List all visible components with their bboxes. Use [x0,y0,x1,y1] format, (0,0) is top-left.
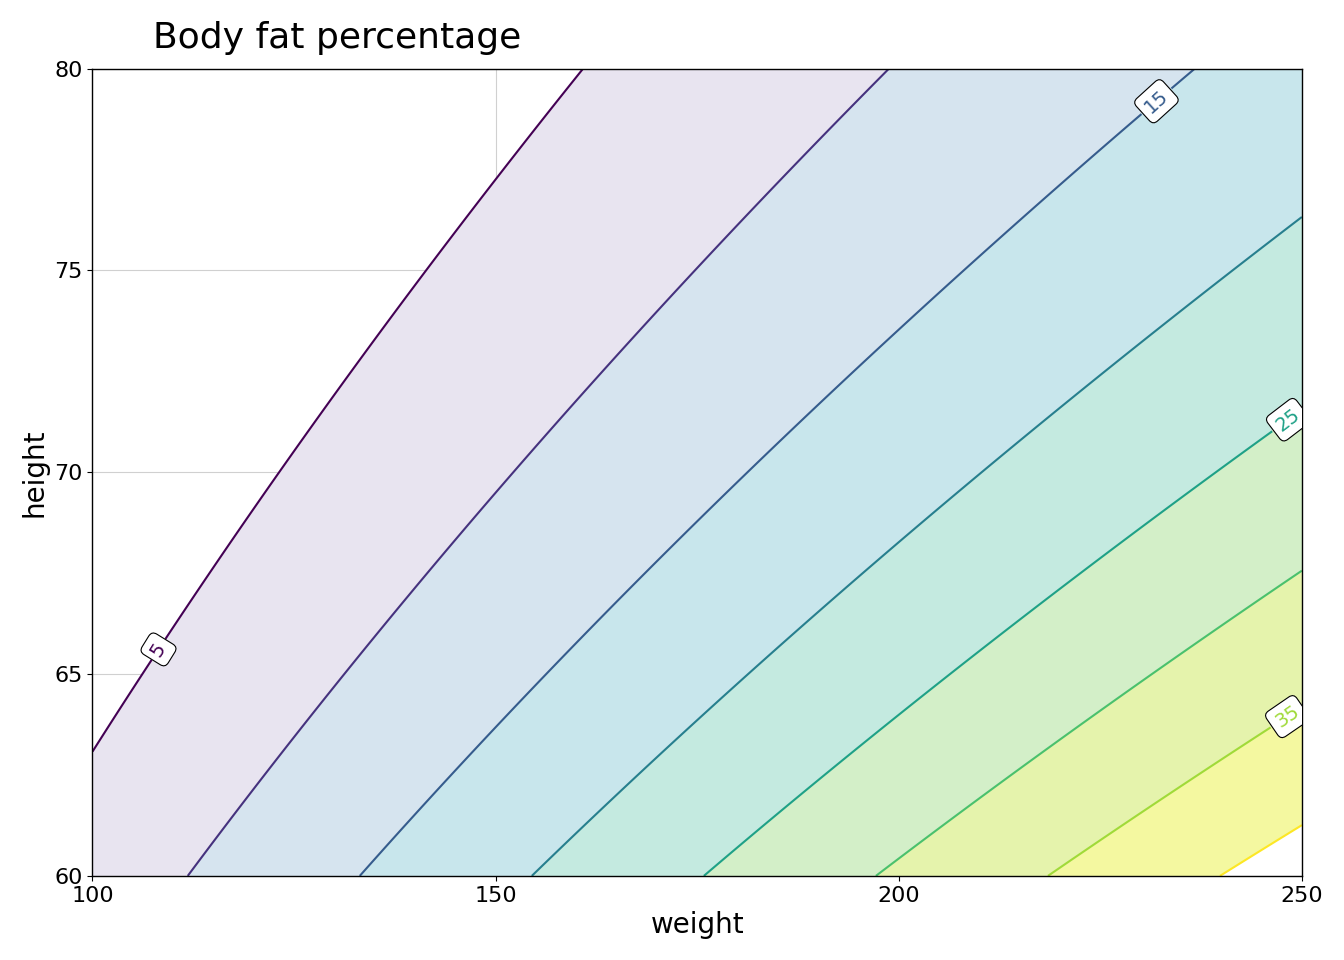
Text: 5: 5 [146,639,169,660]
X-axis label: weight: weight [650,911,745,939]
Text: 35: 35 [1271,702,1302,732]
Text: Body fat percentage: Body fat percentage [153,21,521,55]
Text: 25: 25 [1273,404,1304,435]
Y-axis label: height: height [22,428,48,516]
Text: 15: 15 [1141,85,1172,117]
